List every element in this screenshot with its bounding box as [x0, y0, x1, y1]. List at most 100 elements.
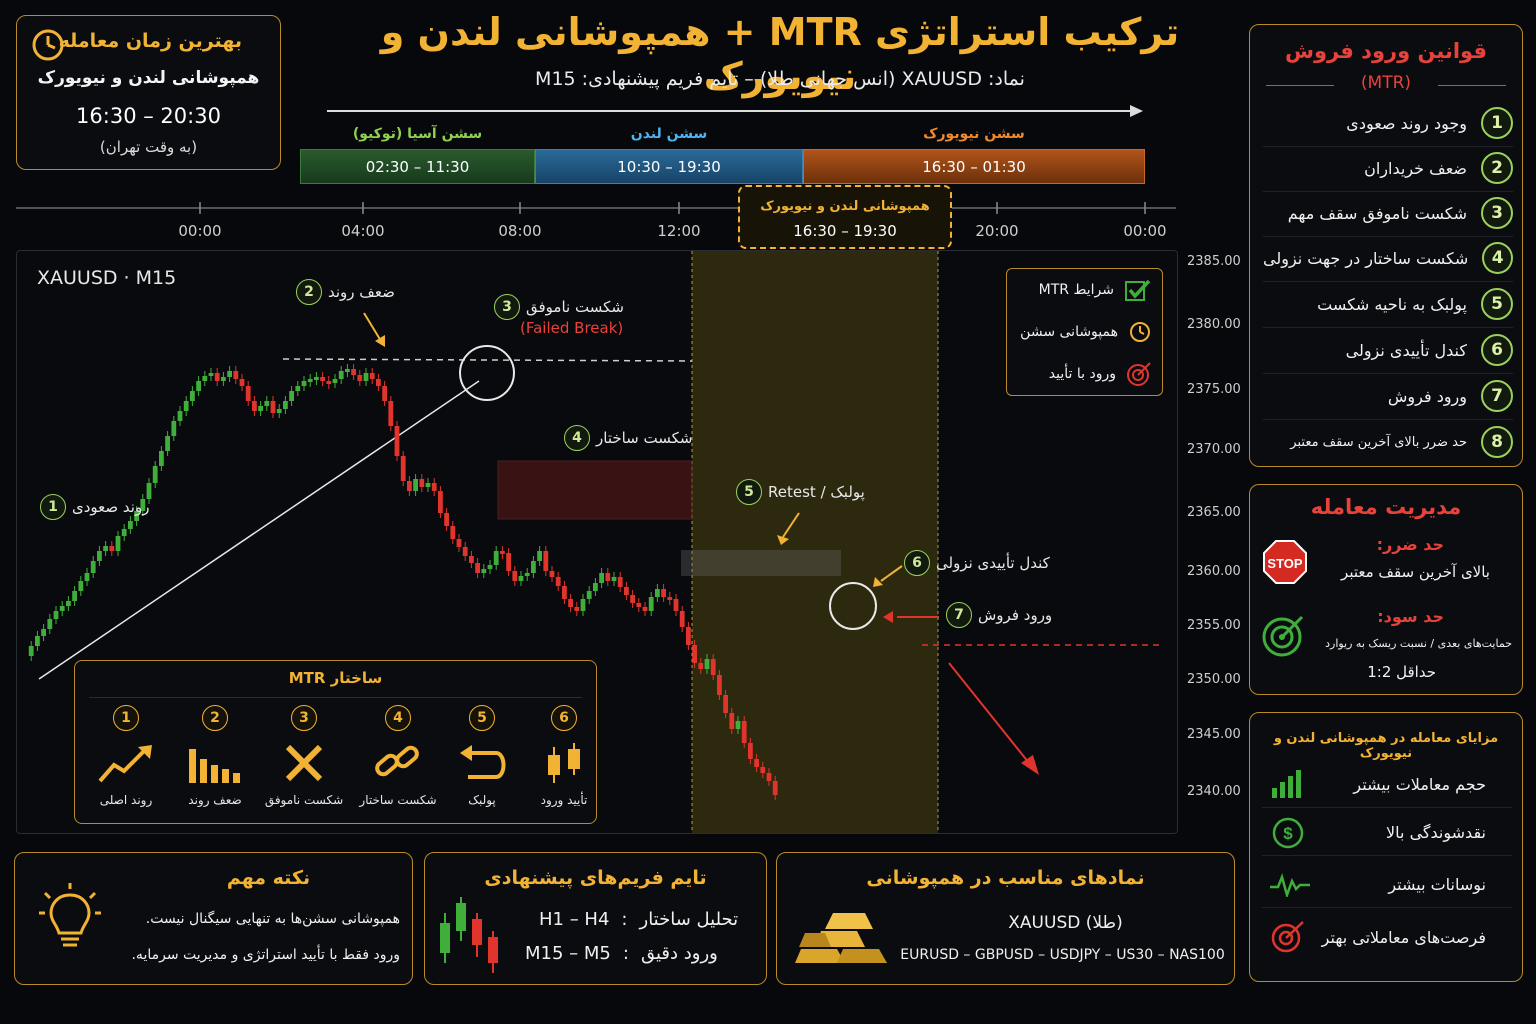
candle-body [686, 627, 691, 645]
candle-body [208, 373, 214, 376]
candle-body [462, 547, 468, 556]
annotation-4-number: 4 [564, 425, 590, 451]
time-axis [16, 202, 1176, 214]
candle-body [444, 513, 449, 526]
candle-body [661, 589, 666, 597]
candle-body [307, 379, 313, 382]
candle-body [326, 381, 332, 384]
mtr-step-number: 4 [385, 705, 411, 731]
candle-body [283, 401, 288, 409]
time-tick-0: 00:00 [178, 222, 222, 240]
annotation-3-label: شکست ناموفق [526, 298, 624, 316]
candle-body [562, 586, 567, 599]
candle-body [630, 595, 635, 603]
benefit-item: نوسانات بیشتر [1262, 862, 1512, 908]
rule-divider [1263, 281, 1513, 282]
price-label-2: 2375.00 [1187, 382, 1241, 397]
legend-entry-label: ورود با تأیید [1048, 366, 1116, 382]
candle-body [97, 551, 102, 561]
benefit-text: نقدشوندگی بالا [1386, 823, 1486, 842]
candle-body [413, 479, 418, 491]
rule-item-3: 3 شکست ناموفق سقف مهم [1263, 194, 1513, 232]
timeframe-entry-value: M15 – M5 [525, 943, 611, 964]
rules-title-line-right [1438, 85, 1506, 86]
best-time-heading: بهترین زمان معامله [58, 30, 242, 52]
mtr-structure-title: ساختار MTR [288, 669, 383, 687]
annotation-5-label: پولبک / Retest [768, 483, 865, 501]
candle-body [400, 456, 406, 481]
candle-body [270, 401, 276, 413]
session-ny-range: 16:30 – 01:30 [922, 157, 1026, 176]
svg-text:$: $ [1283, 824, 1293, 843]
candle-body [506, 553, 511, 571]
candles-icon [518, 741, 610, 787]
candle-body [115, 536, 121, 551]
candles-icon [440, 897, 498, 973]
weakness-arrow [363, 312, 382, 342]
note-title: نکته مهم [226, 867, 311, 889]
candle-body [221, 377, 226, 381]
annotation-3-en: (Failed Break) [520, 319, 624, 337]
take-profit-label: حد سود: [1377, 607, 1444, 626]
rule-text: ضعف خریداران [1364, 158, 1467, 178]
overlap-callout: همپوشانی لندن و نیویورک 16:30 – 19:30 [738, 185, 952, 249]
benefit-text: نوسانات بیشتر [1388, 875, 1486, 894]
candle-body [673, 599, 679, 611]
timeframe-structure-value: H1 – H4 [539, 909, 610, 930]
candle-body [704, 659, 710, 669]
candle-body [617, 577, 623, 587]
candle-body [183, 401, 189, 411]
candle-body [574, 607, 580, 611]
trade-mgmt-title: مدیریت معامله [1310, 495, 1462, 519]
rules-subtitle: (MTR) [1360, 73, 1412, 93]
candle-body [301, 381, 307, 386]
chart-legend: شرایط MTR همپوشانی سشن ورود با تأیید [1006, 268, 1163, 396]
candle-body [729, 713, 735, 729]
rule-number: 3 [1481, 197, 1513, 229]
candle-body [363, 373, 369, 381]
candle-body [456, 539, 462, 547]
rule-number: 4 [1482, 242, 1513, 274]
annotation-2: ضعف روند 2 [296, 279, 395, 305]
candle-body [276, 409, 282, 413]
rule-item-5: 5 پولبک به ناحیه شکست [1263, 285, 1513, 323]
price-label-6: 2355.00 [1187, 618, 1241, 633]
candle-body [134, 511, 139, 521]
session-asia-label: سشن آسیا (توکیو) [352, 126, 483, 142]
annotation-3-number: 3 [494, 294, 520, 320]
candle-body [345, 369, 350, 372]
candle-body [438, 491, 443, 513]
candle-body [760, 767, 766, 773]
mtr-structure-panel: ساختار MTR [74, 660, 597, 824]
price-label-0: 2385.00 [1187, 254, 1241, 269]
price-label-8: 2345.00 [1187, 727, 1241, 742]
time-tick-4: 20:00 [975, 222, 1019, 240]
session-asia-range: 02:30 – 11:30 [365, 157, 470, 176]
candle-body [593, 583, 598, 591]
candle-body [568, 599, 573, 607]
candle-body [518, 576, 524, 581]
rule-number: 8 [1481, 426, 1513, 458]
candle-body [128, 521, 133, 529]
pullback-arrow [782, 512, 800, 538]
candle-body [388, 401, 394, 426]
trend-line [38, 380, 480, 680]
candle-body [531, 561, 536, 573]
weakness-arrowhead [375, 335, 385, 347]
rules-panel: قوانین ورود فروش (MTR) [1249, 24, 1523, 467]
candle-body [72, 591, 77, 601]
mtr-step-number: 2 [202, 705, 228, 731]
timeframe-structure-label: تحلیل ساختار [639, 909, 739, 930]
annotation-1: روند صعودی 1 [40, 494, 149, 520]
annotation-7-number: 7 [946, 602, 972, 628]
candle-body [227, 371, 232, 377]
session-london-range: 10:30 – 19:30 [617, 157, 721, 176]
candle-body [59, 606, 65, 611]
annotation-3: شکست ناموفق 3 [494, 294, 624, 320]
stop-loss-text: بالای آخرین سقف معتبر [1341, 563, 1490, 581]
annotation-7-label: ورود فروش [978, 606, 1053, 624]
candle-body [41, 629, 46, 636]
price-label-7: 2350.00 [1187, 672, 1241, 687]
timeframes-panel: تایم فریم‌های پیشنهادی تحلیل ساختار: H1 –… [424, 852, 767, 985]
mtr-step-label: ضعف روند [188, 793, 242, 807]
